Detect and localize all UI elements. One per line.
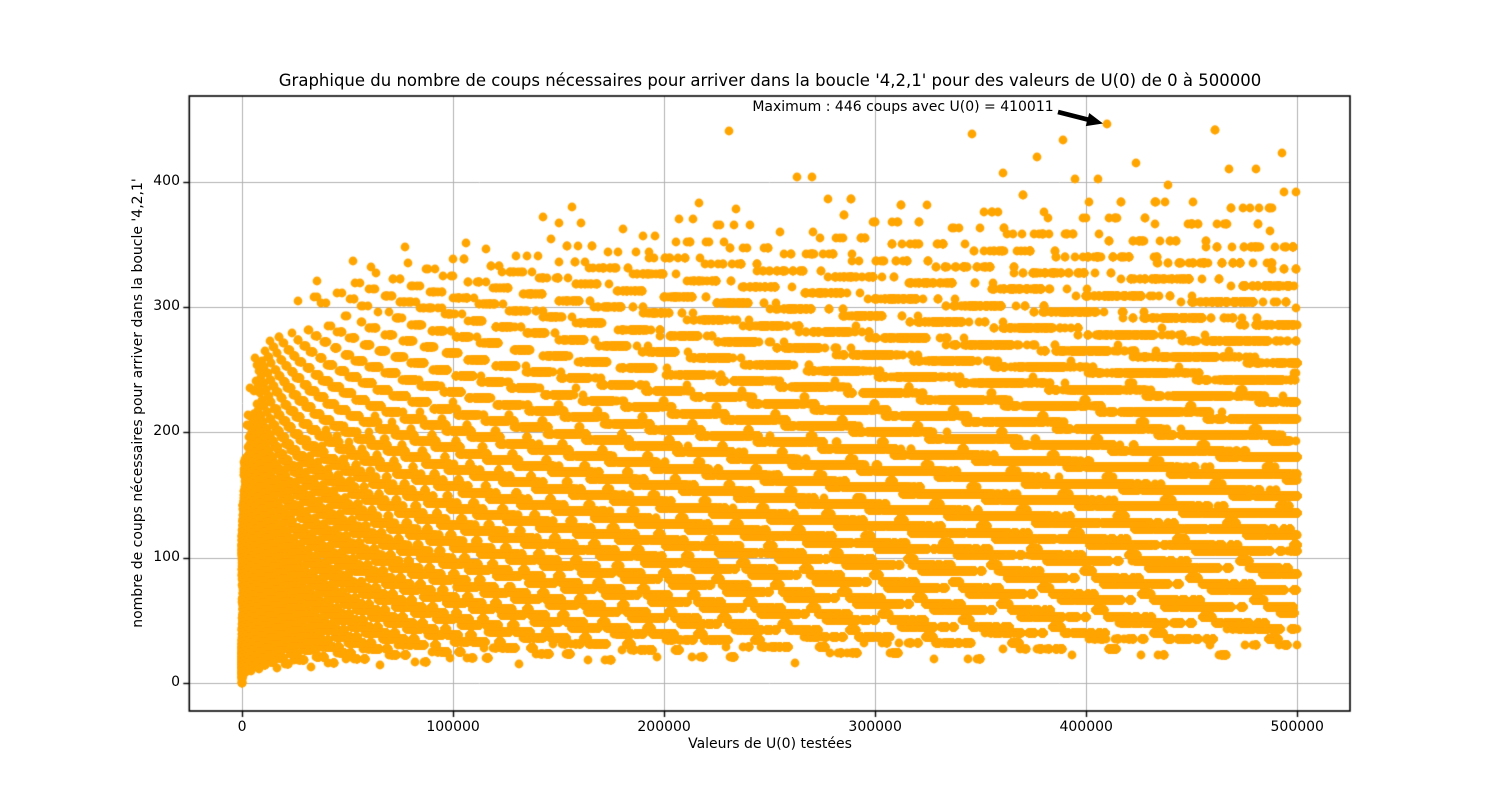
- x-tick-label: 100000: [426, 719, 480, 735]
- max-annotation-text: Maximum : 446 coups avec U(0) = 410011: [752, 99, 1054, 115]
- y-tick-label: 100: [153, 548, 180, 565]
- x-tick-label: 400000: [1059, 719, 1113, 735]
- y-tick-label: 400: [153, 172, 180, 189]
- x-axis-label: Valeurs de U(0) testées: [688, 736, 852, 752]
- x-tick-label: 500000: [1270, 719, 1324, 735]
- y-tick-label: 0: [171, 674, 180, 691]
- x-tick-label: 300000: [848, 719, 902, 735]
- x-tick-label: 200000: [637, 719, 691, 735]
- x-tick-label: 0: [237, 719, 247, 735]
- chart-title: Graphique du nombre de coups nécessaires…: [278, 71, 1262, 90]
- y-tick-label: 200: [153, 423, 180, 440]
- y-tick-label: 300: [153, 297, 180, 314]
